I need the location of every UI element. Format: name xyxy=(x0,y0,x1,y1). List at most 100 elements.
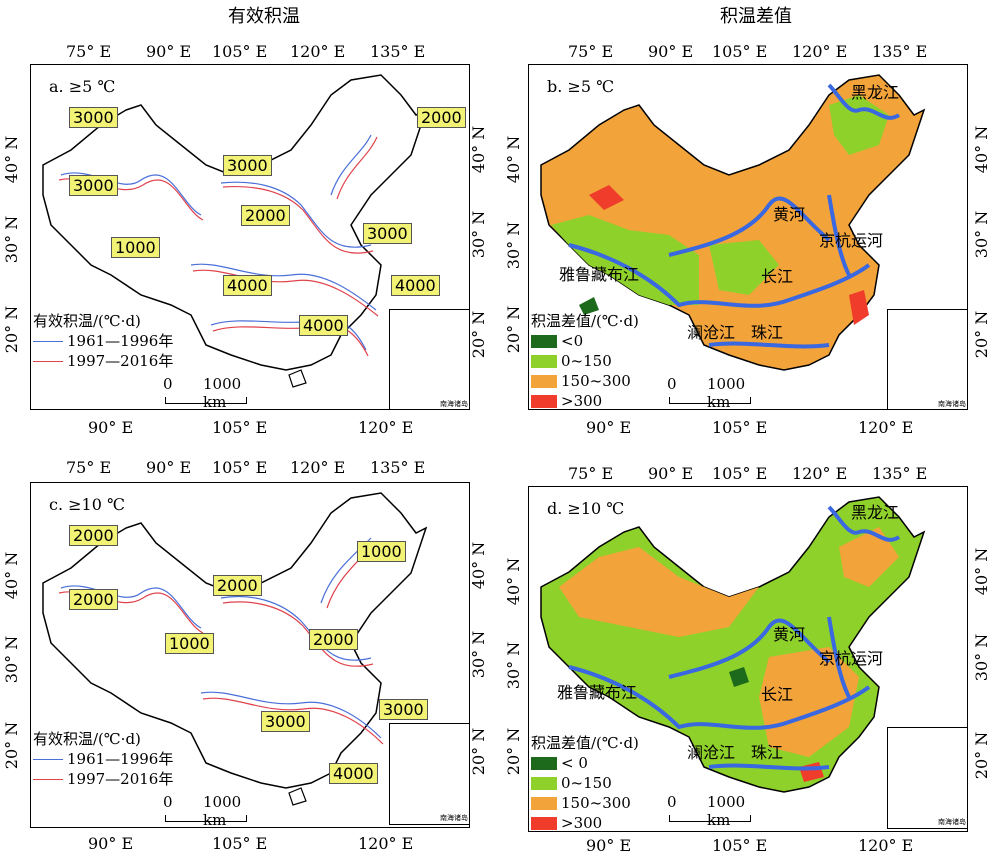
isotherm-label-c-9: 4000 xyxy=(329,763,378,784)
isotherm-label-a-10: 4000 xyxy=(299,315,348,336)
scale-bar-line-d xyxy=(669,815,751,822)
panel-d-map: d. ≥10 ℃ 黑龙江 黄河 京杭运河 雅鲁藏布江 长江 澜沧江 珠江 积温差… xyxy=(528,486,968,832)
legend-row-d-1: < 0 xyxy=(531,753,639,773)
legend-swatch-d-1 xyxy=(531,756,557,770)
legend-text-c-1: 1961—1996年 xyxy=(67,750,174,768)
lat-left-b-20: 20° N xyxy=(504,305,524,354)
inset-south-china-sea-c: 南海诸岛 xyxy=(389,723,469,825)
legend-isotherm-a: 有效积温/(℃·d) 1961—1996年 1997—2016年 xyxy=(33,311,173,371)
panel-a-label: a. ≥5 ℃ xyxy=(49,77,116,96)
lat-right-c-30: 30° N xyxy=(469,630,489,679)
legend-text-b-3: 150~300 xyxy=(561,372,631,390)
legend-row-a-2: 1997—2016年 xyxy=(33,351,173,371)
lon-top-c-90: 90° E xyxy=(146,458,192,477)
isotherm-label-c-4: 2000 xyxy=(69,589,118,610)
lon-top-c-105: 105° E xyxy=(212,458,268,477)
lat-right-d-20: 20° N xyxy=(972,731,992,780)
legend-title-a: 有效积温/(℃·d) xyxy=(33,312,141,330)
lon-top-b-120: 120° E xyxy=(792,42,848,61)
inset-south-china-sea-a: 南海诸岛 xyxy=(389,309,469,409)
lon-bottom-c-120: 120° E xyxy=(358,834,414,853)
lon-bottom-b-105: 105° E xyxy=(712,418,768,437)
isotherm-label-a-3: 3000 xyxy=(223,155,272,176)
river-lancang-b: 澜沧江 xyxy=(687,323,736,342)
legend-swatch-b-1 xyxy=(531,334,557,348)
isotherm-label-a-1: 3000 xyxy=(69,107,118,128)
lon-top-b-75: 75° E xyxy=(568,42,614,61)
scale-bar-line-c xyxy=(165,815,247,822)
lon-top-d-90: 90° E xyxy=(648,464,694,483)
column-title-effective-temp: 有效积温 xyxy=(228,6,300,27)
lon-bottom-b-90: 90° E xyxy=(586,418,632,437)
isotherm-label-a-5: 2000 xyxy=(241,205,290,226)
lat-right-a-20: 20° N xyxy=(469,310,489,359)
lon-bottom-a-90: 90° E xyxy=(88,418,134,437)
difference-raster-d xyxy=(540,496,926,793)
lat-right-b-40: 40° N xyxy=(972,125,992,174)
lat-left-b-40: 40° N xyxy=(504,135,524,184)
legend-swatch-blue-c xyxy=(33,758,63,760)
panel-b-map: b. ≥5 ℃ 黑龙江 黄河 京杭运河 雅鲁藏布江 长江 澜沧江 珠江 积温差值… xyxy=(528,64,968,410)
inset-label-a: 南海诸岛 xyxy=(440,400,468,408)
scale-bar-line-b xyxy=(669,397,751,404)
legend-title-b: 积温差值/(℃·d) xyxy=(531,312,639,330)
lon-top-b-105: 105° E xyxy=(712,42,768,61)
isotherm-label-a-7: 1000 xyxy=(111,237,160,258)
scale-zero-d: 0 xyxy=(667,793,677,811)
isotherm-label-a-8: 4000 xyxy=(223,275,272,296)
legend-text-c-2: 1997—2016年 xyxy=(67,770,174,788)
legend-swatch-d-3 xyxy=(531,796,557,810)
inset-south-china-sea-d: 南海诸岛 xyxy=(887,727,967,829)
lat-left-c-30: 30° N xyxy=(2,635,22,684)
lon-top-d-135: 135° E xyxy=(872,464,928,483)
isotherm-label-a-9: 4000 xyxy=(391,275,440,296)
lat-left-d-40: 40° N xyxy=(504,557,524,606)
legend-row-b-4: >300 xyxy=(531,391,639,409)
scale-bar-a: 0 1000 km xyxy=(163,375,255,410)
lon-top-a-90: 90° E xyxy=(146,42,192,61)
legend-text-b-1: <0 xyxy=(561,332,584,350)
lon-top-a-135: 135° E xyxy=(370,42,426,61)
legend-swatch-red-a xyxy=(33,360,63,362)
river-zhujiang-d: 珠江 xyxy=(751,743,784,762)
legend-row-b-3: 150~300 xyxy=(531,371,639,391)
legend-row-a-1: 1961—1996年 xyxy=(33,331,173,351)
scale-bar-line-a xyxy=(165,397,247,404)
legend-row-b-2: 0~150 xyxy=(531,351,639,371)
lon-top-d-105: 105° E xyxy=(712,464,768,483)
lon-top-b-135: 135° E xyxy=(872,42,928,61)
scale-bar-b: 0 1000 km xyxy=(667,375,759,410)
isotherm-label-a-6: 3000 xyxy=(363,223,412,244)
river-jinghang-b: 京杭运河 xyxy=(819,231,884,250)
scale-zero-b: 0 xyxy=(667,375,677,393)
lat-left-a-40: 40° N xyxy=(2,135,22,184)
lon-bottom-d-105: 105° E xyxy=(712,836,768,855)
legend-text-d-1: < 0 xyxy=(561,754,588,772)
lat-left-b-30: 30° N xyxy=(504,221,524,270)
legend-row-d-2: 0~150 xyxy=(531,773,639,793)
scale-dist-b: 1000 km xyxy=(707,375,746,410)
legend-title-d: 积温差值/(℃·d) xyxy=(531,734,639,752)
river-huanghe-d: 黄河 xyxy=(773,625,806,644)
legend-row-c-2: 1997—2016年 xyxy=(33,769,173,789)
lat-left-d-20: 20° N xyxy=(504,727,524,776)
scale-bar-c: 0 1000 km xyxy=(163,793,255,827)
lat-left-a-20: 20° N xyxy=(2,305,22,354)
legend-swatch-red-c xyxy=(33,778,63,780)
lon-bottom-d-90: 90° E xyxy=(586,836,632,855)
lat-right-a-40: 40° N xyxy=(469,125,489,174)
panel-d-label: d. ≥10 ℃ xyxy=(547,499,625,518)
isotherm-label-a-2: 2000 xyxy=(417,107,466,128)
lat-left-c-20: 20° N xyxy=(2,721,22,770)
legend-swatch-b-2 xyxy=(531,354,557,368)
panel-c-map: c. ≥10 ℃ 2000 1000 2000 2000 1000 2000 3… xyxy=(30,482,470,828)
scale-dist-a: 1000 km xyxy=(203,375,242,410)
lon-top-a-75: 75° E xyxy=(66,42,112,61)
lon-top-a-120: 120° E xyxy=(290,42,346,61)
legend-swatch-d-2 xyxy=(531,776,557,790)
legend-swatch-d-4 xyxy=(531,816,557,830)
river-lancang-d: 澜沧江 xyxy=(687,743,736,762)
river-zhujiang-b: 珠江 xyxy=(751,323,784,342)
lon-bottom-c-90: 90° E xyxy=(88,834,134,853)
isotherm-label-c-8: 3000 xyxy=(379,699,428,720)
